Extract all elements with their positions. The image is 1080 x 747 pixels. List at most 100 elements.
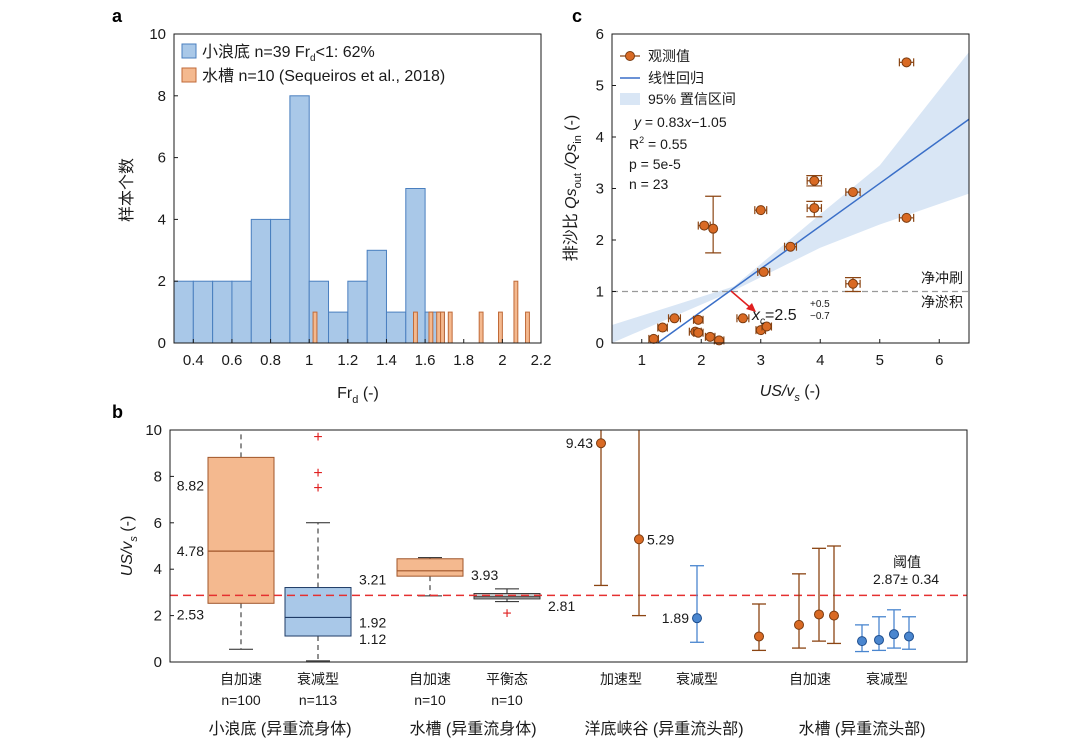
histogram-bar-s1-2: [428, 311, 434, 344]
observation-point-5: [693, 327, 704, 338]
panel-a-xlabel: Frd (-): [337, 385, 379, 406]
observation-point-9: [699, 220, 710, 231]
panel-a-frame: [173, 33, 542, 344]
y-tick-label: 6: [158, 150, 166, 167]
cat-label-3: 自加速: [409, 671, 451, 687]
panel-c-ci-band: [612, 52, 969, 344]
panel-c-legend: 观测值 线性回归 95% 置信区间: [620, 48, 736, 107]
histogram-bar-s0-1: [192, 280, 214, 344]
y-tick-label: 0: [154, 654, 162, 671]
cat-n-1: n=100: [221, 692, 261, 708]
panel-letter-a: a: [112, 6, 123, 26]
outlier-marker-1-0: +: [313, 429, 322, 446]
legend-swatch-xiaolangdi: [181, 43, 197, 59]
cat-n-2: n=113: [299, 692, 337, 708]
threshold-value: 2.87± 0.34: [873, 571, 939, 587]
y-tick-label: 8: [154, 468, 162, 485]
box-2: [396, 558, 464, 577]
xc-arrow-line: [730, 290, 753, 310]
x-tick-label: 2: [498, 352, 506, 369]
x-tick-label: 6: [935, 352, 943, 369]
errbar-point-3-1: [874, 634, 884, 645]
y-tick-label: 1: [596, 284, 604, 301]
panel-b-ylabel: US/vs (-): [119, 516, 140, 577]
cat-label-2: 衰减型: [297, 671, 339, 687]
histogram-bar-s0-4: [250, 218, 272, 344]
legend-reg-label: 线性回归: [648, 70, 704, 86]
y-tick-label: 3: [596, 181, 604, 198]
panel-a-histogram: 0.4 0.6 0.8 1 1.2 1.4 1.6 1.8 2 2.2 0 2 4 6 8 10 小浪底 n=…: [118, 26, 551, 406]
x-tick-label: 2: [697, 352, 705, 369]
observation-point-14: [755, 205, 766, 216]
legend-label-flume: 水槽 n=10 (Sequeiros et al., 2018): [202, 67, 445, 85]
histogram-bar-s1-5: [447, 311, 453, 344]
legend-label-xiaolangdi: 小浪底 n=39 Frd<1: 62%: [202, 43, 375, 64]
histogram-bar-s0-6: [289, 95, 310, 344]
x-tick-label: 4: [816, 352, 824, 369]
errbar-point-2-1: [794, 619, 804, 630]
group-label-1: 小浪底 (异重流身体): [208, 720, 351, 738]
y-tick-label: 6: [154, 515, 162, 532]
histogram-bar-s1-0: [312, 311, 318, 344]
panel-c-ticks: 1 2 3 4 5 6 0 1 2 3 4 5 6: [596, 26, 944, 369]
box-0: [207, 456, 275, 604]
x-tick-label: 0.8: [260, 352, 281, 369]
observation-point-12: [761, 321, 772, 332]
label-net-deposition: 净淤积: [921, 294, 963, 310]
panel-a-legend: 小浪底 n=39 Frd<1: 62% 水槽 n=10 (Sequeiros e…: [181, 43, 445, 85]
histogram-bar-s1-9: [525, 311, 530, 344]
box-q1-label: 1.12: [359, 631, 386, 647]
histogram-bar-s1-4: [440, 311, 445, 344]
panel-b-content: 8.824.782.53+++3.211.921.123.93+ 2.819.43…: [170, 429, 967, 662]
ci-band-polygon: [612, 52, 969, 344]
histogram-bar-s0-10: [366, 249, 387, 344]
x-tick-label: 1.4: [376, 352, 397, 369]
observation-point-1: [657, 322, 668, 333]
errbar-point-2-0: [754, 631, 764, 642]
y-tick-label: 4: [596, 129, 604, 146]
errbar-point-2-3: [829, 610, 839, 621]
outlier-marker-1-2: +: [313, 480, 322, 497]
observation-point-13: [758, 266, 769, 277]
histogram-bar-s1-6: [478, 311, 484, 344]
stats-p: p = 5e-5: [629, 156, 681, 172]
group-label-2: 水槽 (异重流身体): [409, 720, 536, 738]
observation-point-20: [901, 57, 912, 68]
panel-c-points: [648, 57, 915, 346]
x-tick-label: 1.8: [453, 352, 474, 369]
stats-equation: y = 0.83x−1.05: [633, 114, 727, 130]
histogram-bar-s0-7: [308, 280, 330, 344]
x-tick-label: 5: [876, 352, 884, 369]
x-tick-label: 1: [305, 352, 313, 369]
stats-r2: R2 = 0.55: [629, 135, 688, 152]
cat-label-6: 衰减型: [676, 671, 718, 687]
errbar-point-3-2: [889, 629, 899, 640]
observation-point-10: [708, 223, 719, 234]
cat-label-8: 衰减型: [866, 671, 908, 687]
outlier-marker-1-1: +: [313, 465, 322, 482]
histogram-bar-s0-5: [270, 218, 291, 344]
x-tick-label: 1: [638, 352, 646, 369]
x-tick-label: 1.6: [415, 352, 436, 369]
legend-ci-swatch: [620, 93, 640, 105]
y-tick-label: 5: [596, 78, 604, 95]
panel-c-xlabel: US/vs (-): [760, 383, 821, 404]
y-tick-label: 0: [596, 335, 604, 352]
errbar-point-0-1: [634, 534, 644, 545]
errbar-value-label: 5.29: [647, 531, 674, 547]
legend-obs-label: 观测值: [648, 48, 690, 64]
observation-point-21: [901, 212, 912, 223]
group-label-4: 水槽 (异重流头部): [798, 720, 925, 738]
observation-point-19: [847, 278, 858, 289]
y-tick-label: 10: [149, 26, 166, 43]
y-tick-label: 4: [154, 561, 162, 578]
xc-plus: +0.5: [810, 299, 830, 310]
observation-point-2: [669, 313, 680, 324]
histogram-bar-s0-0: [173, 280, 194, 344]
group-label-3: 洋底峡谷 (异重流头部): [584, 720, 743, 738]
panel-a-bars: [173, 95, 530, 344]
y-tick-label: 4: [158, 211, 166, 228]
observation-point-7: [714, 335, 725, 346]
errbar-point-2-2: [814, 609, 824, 620]
cat-label-7: 自加速: [789, 671, 831, 687]
